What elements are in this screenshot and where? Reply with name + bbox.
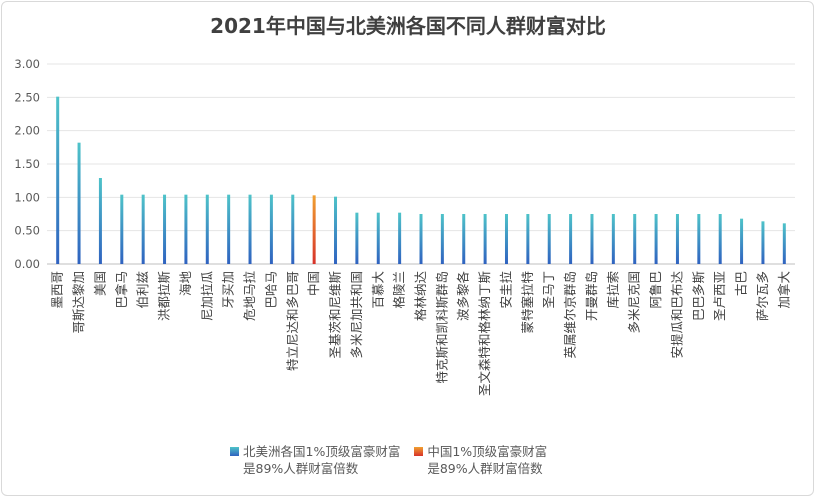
- bar-格林纳达: [419, 214, 423, 264]
- bar-安圭拉: [504, 214, 508, 264]
- bar-萨尔瓦多: [761, 221, 765, 264]
- x-tick-label: 圣马丁: [541, 271, 556, 309]
- x-tick-label: 危地马拉: [242, 271, 257, 322]
- bar-格陵兰: [398, 212, 402, 264]
- bar-圣马丁: [547, 214, 551, 264]
- y-axis-ticks: 0.00 0.50 1.00 1.50 2.00 2.50 3.00: [14, 57, 40, 271]
- x-tick-label: 牙买加: [221, 271, 236, 309]
- bar-圣文森特和格林纳丁斯: [483, 214, 487, 264]
- y-tick-label: 3.00: [14, 57, 40, 71]
- x-axis-labels: 墨西哥 哥斯达黎加 美国 巴拿马 伯利兹 洪都拉斯 海地 尼加拉瓜 牙买加 危地马拉 巴哈马 特立尼达…: [50, 271, 792, 397]
- x-tick-label: 洪都拉斯: [157, 271, 172, 321]
- x-tick-label: 格陵兰: [392, 271, 407, 309]
- chart-title: 2021年中国与北美洲各国不同人群财富对比: [210, 14, 606, 38]
- bar-特立尼达和多巴哥: [291, 194, 295, 264]
- bar-墨西哥: [56, 96, 60, 265]
- bar-危地马拉: [248, 194, 252, 264]
- y-tick-label: 0.50: [14, 224, 40, 238]
- x-tick-label: 百慕大: [370, 271, 385, 309]
- bars: [56, 96, 786, 265]
- y-tick-label: 2.50: [14, 90, 40, 104]
- legend-label-china: 中国1%顶级富豪财富 是89%人群财富倍数: [427, 444, 548, 476]
- legend-item-china: 中国1%顶级富豪财富 是89%人群财富倍数: [414, 443, 547, 477]
- x-tick-label: 海地: [178, 271, 193, 297]
- bar-库拉索: [611, 214, 615, 264]
- bar-开曼群岛: [590, 214, 594, 264]
- bar-巴拿马: [120, 194, 124, 264]
- x-tick-label: 加拿大: [776, 271, 791, 309]
- bar-阿鲁巴: [654, 214, 658, 264]
- x-tick-label: 中国: [306, 271, 321, 296]
- bar-蒙特塞拉特: [526, 214, 530, 264]
- legend-label-north-america: 北美洲各国1%顶级富豪财富 是89%人群财富倍数: [243, 444, 401, 476]
- x-tick-label: 圣文森特和格林纳丁斯: [477, 271, 492, 396]
- x-tick-label: 巴巴多斯: [691, 271, 706, 321]
- bar-伯利兹: [141, 194, 145, 264]
- bar-中国: [312, 195, 316, 264]
- x-tick-label: 开曼群岛: [584, 271, 599, 321]
- bar-尼加拉瓜: [205, 194, 209, 264]
- bar-波多黎各: [462, 214, 466, 264]
- x-tick-label: 巴哈马: [263, 271, 278, 309]
- legend-swatch-north-america: [230, 447, 239, 456]
- x-tick-label: 墨西哥: [50, 271, 65, 309]
- x-tick-label: 圣卢西亚: [712, 271, 727, 321]
- bar-巴哈马: [269, 194, 273, 264]
- bar-多米尼克国: [633, 214, 637, 264]
- x-tick-label: 巴拿马: [114, 271, 129, 309]
- bar-洪都拉斯: [163, 194, 167, 264]
- x-tick-label: 蒙特塞拉特: [520, 271, 535, 334]
- bar-牙买加: [227, 194, 231, 264]
- x-tick-label: 萨尔瓦多: [755, 271, 770, 321]
- bar-美国: [98, 178, 102, 264]
- x-tick-label: 多米尼加共和国: [349, 271, 364, 359]
- legend-item-north-america: 北美洲各国1%顶级富豪财富 是89%人群财富倍数: [230, 443, 400, 477]
- bar-加拿大: [782, 223, 786, 264]
- bar-古巴: [740, 218, 744, 264]
- y-tick-label: 0.00: [14, 257, 40, 271]
- bar-哥斯达黎加: [77, 142, 81, 264]
- x-tick-label: 库拉索: [605, 271, 620, 309]
- x-tick-label: 尼加拉瓜: [199, 271, 214, 322]
- x-tick-label: 波多黎各: [456, 271, 471, 322]
- x-tick-label: 阿鲁巴: [648, 271, 663, 309]
- x-tick-label: 哥斯达黎加: [71, 271, 86, 334]
- legend-swatch-china: [414, 447, 424, 456]
- gridlines: [47, 63, 795, 265]
- y-tick-label: 1.50: [14, 157, 40, 171]
- bar-圣基茨和尼维斯: [334, 196, 338, 264]
- x-tick-label: 美国: [92, 271, 107, 296]
- bar-多米尼加共和国: [355, 212, 359, 264]
- y-tick-label: 1.00: [14, 190, 40, 204]
- bar-特克斯和凯科斯群岛: [440, 214, 444, 264]
- bar-安提瓜和巴布达: [675, 214, 679, 264]
- x-tick-label: 安圭拉: [498, 271, 513, 309]
- x-tick-label: 圣基茨和尼维斯: [328, 271, 343, 359]
- x-tick-label: 格林纳达: [413, 271, 428, 322]
- y-tick-label: 2.00: [14, 124, 40, 138]
- x-tick-label: 多米尼克国: [627, 271, 642, 334]
- bar-海地: [184, 194, 188, 264]
- x-tick-label: 英属维尔京群岛: [563, 271, 578, 359]
- x-tick-label: 古巴: [734, 271, 749, 296]
- bar-英属维尔京群岛: [569, 214, 573, 264]
- x-tick-label: 安提瓜和巴布达: [669, 271, 684, 359]
- bar-百慕大: [376, 212, 380, 264]
- x-tick-label: 特立尼达和多巴哥: [285, 271, 300, 371]
- x-tick-label: 伯利兹: [135, 271, 150, 309]
- x-tick-label: 特克斯和凯科斯群岛: [434, 271, 449, 384]
- bar-圣卢西亚: [718, 214, 722, 264]
- bar-巴巴多斯: [697, 214, 701, 264]
- legend: 北美洲各国1%顶级富豪财富 是89%人群财富倍数 中国1%顶级富豪财富 是89%…: [230, 443, 547, 477]
